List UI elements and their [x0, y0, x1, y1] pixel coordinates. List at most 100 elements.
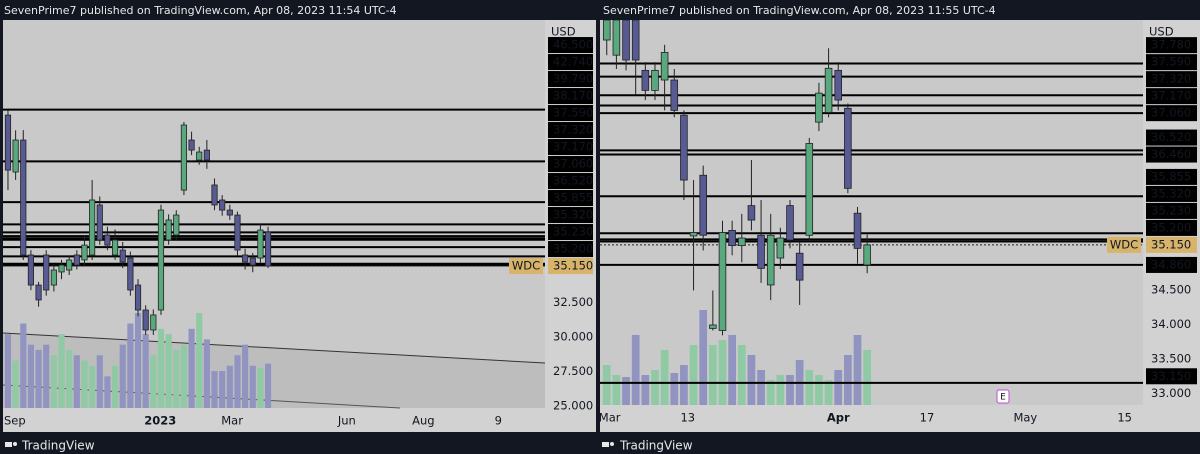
level-label: 33.150 — [1151, 369, 1191, 383]
level-label-bg — [548, 224, 593, 241]
level-label: 35.200 — [553, 242, 593, 256]
footer-brand: TradingView — [619, 439, 693, 453]
level-label-bg — [1146, 256, 1197, 273]
volume-bar — [81, 360, 88, 408]
x-tick-label: 9 — [495, 414, 502, 428]
plot-layer — [600, 20, 1143, 405]
candle-body — [824, 67, 833, 113]
volume-bar — [844, 355, 852, 405]
volume-bar — [660, 350, 669, 405]
volume-bar — [58, 334, 65, 408]
level-label: 37.590 — [553, 106, 593, 120]
plot-bg — [600, 20, 1143, 405]
candle-body — [104, 234, 111, 246]
volume-bar — [641, 375, 650, 405]
level-label: 37.170 — [553, 140, 593, 154]
symbol-label-bg — [509, 258, 543, 275]
earnings-marker[interactable]: E — [1000, 393, 1006, 403]
level-label: 39.790 — [553, 72, 593, 86]
volume-bar — [257, 367, 264, 408]
volume-bar — [728, 335, 736, 405]
volume-bar — [747, 355, 756, 405]
level-label-bg — [1146, 185, 1197, 202]
logo — [5, 442, 17, 447]
candle-body — [27, 254, 34, 286]
candle-body — [173, 214, 180, 236]
level-label-bg — [548, 139, 593, 156]
candle-body — [81, 244, 88, 261]
last-label: 35.150 — [553, 259, 593, 273]
level-label-bg — [1146, 202, 1197, 219]
currency: USD — [1149, 25, 1174, 39]
volume-bar — [680, 365, 688, 405]
volume-bar — [180, 344, 187, 408]
candle-body — [718, 232, 727, 331]
tick-label: 25.000 — [553, 398, 593, 412]
volume-bar — [211, 371, 218, 408]
candle-body — [211, 184, 218, 206]
candle-body — [249, 257, 256, 266]
time-axis-bg — [3, 408, 545, 432]
volume-bar — [708, 345, 717, 405]
volume-bar — [853, 335, 862, 405]
level-label: 38.170 — [553, 89, 593, 103]
candle-body — [631, 20, 640, 61]
candle-body — [165, 219, 172, 241]
candle-body — [728, 230, 736, 247]
candle-body — [834, 69, 843, 101]
candle-body — [242, 254, 249, 263]
candle-body — [612, 20, 621, 56]
candle-body — [738, 237, 746, 247]
candle-body — [73, 254, 80, 266]
x-tick-label: Mar — [599, 411, 621, 425]
level-label-bg — [1146, 146, 1197, 163]
earnings-marker-bg — [996, 389, 1010, 404]
candle-body — [257, 229, 264, 259]
level-label-bg — [548, 37, 593, 54]
volume-bar — [699, 310, 708, 405]
candle-body — [157, 209, 165, 311]
candle-body — [766, 234, 775, 286]
volume-bar — [631, 335, 640, 405]
candle-body — [50, 269, 57, 286]
level-label-bg — [548, 71, 593, 88]
level-label: 37.060 — [1151, 106, 1191, 120]
volume-bar — [157, 328, 165, 408]
candle-body — [660, 52, 669, 81]
plot-layer — [3, 108, 545, 408]
candle-body — [699, 174, 707, 236]
candle-body — [641, 69, 650, 91]
trend-line — [2, 332, 546, 364]
candle-body — [203, 149, 210, 161]
volume-bar — [226, 365, 233, 408]
candle-body — [180, 124, 187, 191]
tick-label: 34.000 — [1151, 317, 1191, 331]
last-label-bg — [548, 258, 593, 275]
candle-body — [150, 314, 157, 331]
tick-label: 30.000 — [553, 330, 593, 344]
tick-label: 34.500 — [1151, 282, 1191, 296]
last-label-bg — [1146, 236, 1197, 253]
volume-bar — [815, 375, 823, 405]
level-label-bg — [1146, 71, 1197, 88]
candle-body — [127, 257, 134, 291]
level-label-bg — [548, 105, 593, 122]
level-label: 35.200 — [1151, 220, 1191, 234]
level-label-bg — [548, 173, 593, 190]
candle-body — [119, 249, 126, 263]
level-label-bg — [1146, 168, 1197, 185]
level-label-bg — [548, 122, 593, 139]
tick-label: 32.500 — [553, 295, 593, 309]
candle-body — [844, 107, 852, 189]
level-label-bg — [548, 156, 593, 173]
volume-bar — [863, 350, 872, 405]
footer-brand: TradingView — [21, 439, 95, 453]
level-label-bg — [1146, 129, 1197, 146]
candle-body — [805, 143, 814, 236]
time-axis-bg — [600, 405, 1143, 432]
level-label: 36.520 — [553, 174, 593, 188]
volume-bar — [234, 355, 241, 408]
candle-body — [35, 284, 42, 301]
x-tick-label: Apr — [827, 411, 850, 425]
